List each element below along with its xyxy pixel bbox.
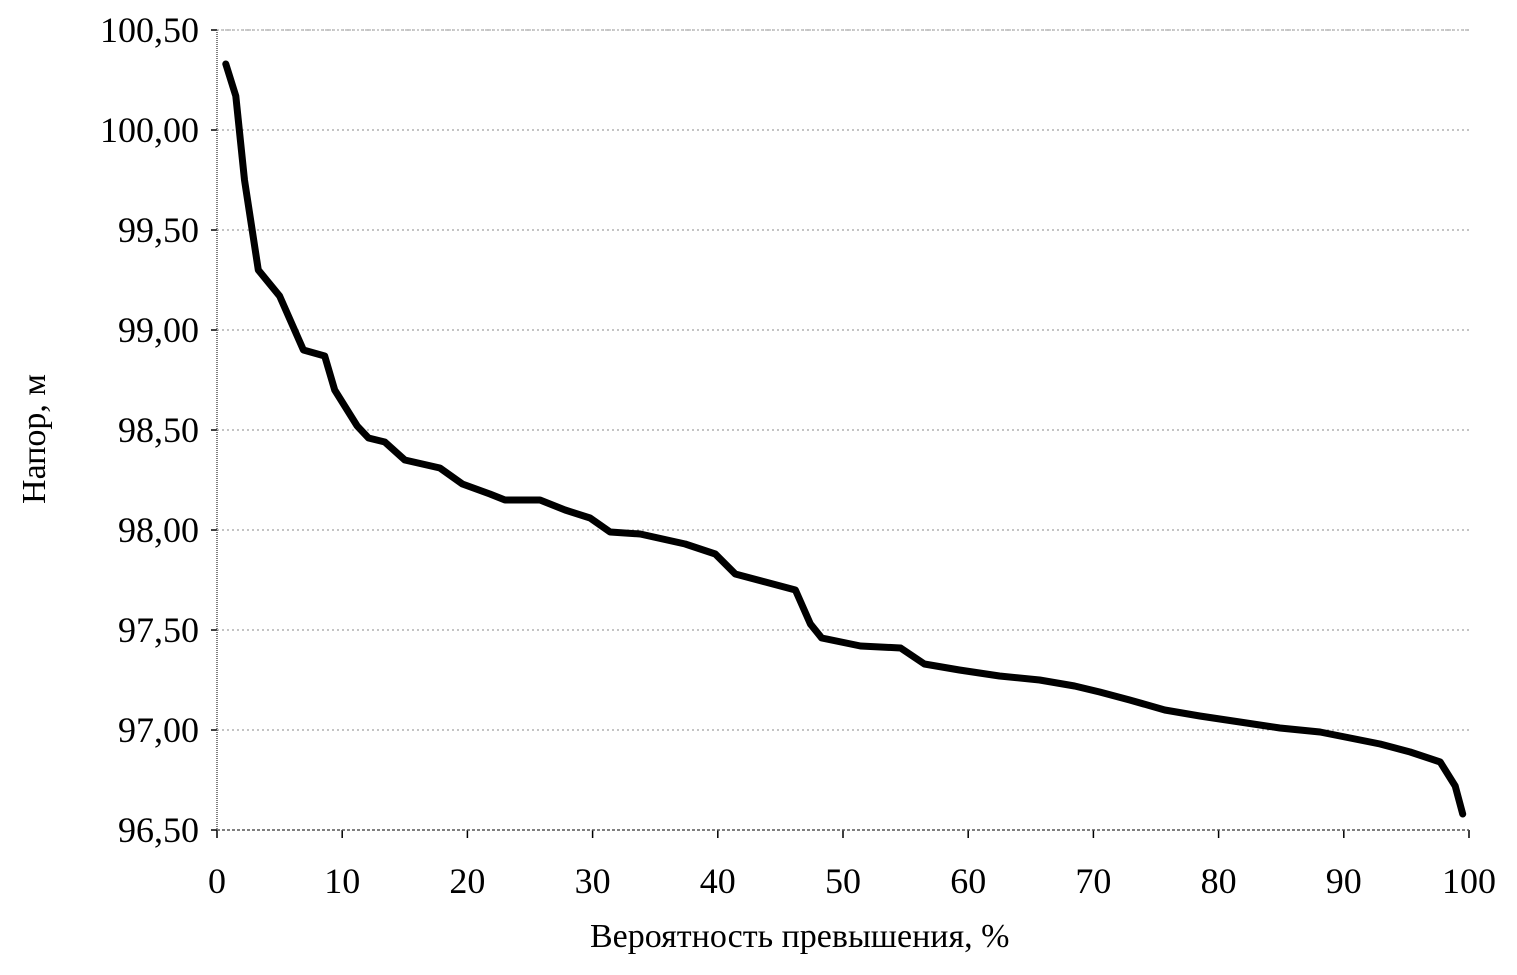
y-tick-label: 98,50 — [118, 410, 199, 450]
y-tick-label: 96,50 — [118, 810, 199, 850]
axes — [211, 29, 1470, 838]
series-line — [222, 60, 1467, 818]
y-tick-label: 98,00 — [118, 510, 199, 550]
x-tick-label: 100 — [1442, 861, 1496, 901]
x-tick-label: 40 — [700, 861, 736, 901]
x-tick-label: 0 — [208, 861, 226, 901]
x-tick-labels: 0 10 20 30 40 50 60 70 80 90 100 — [208, 861, 1496, 901]
x-tick-label: 10 — [324, 861, 360, 901]
y-tick-label: 100,00 — [100, 110, 199, 150]
grid-lines — [217, 29, 1469, 731]
x-tick-label: 30 — [575, 861, 611, 901]
x-tick-label: 60 — [950, 861, 986, 901]
y-tick-label: 97,00 — [118, 710, 199, 750]
x-tick-label: 90 — [1326, 861, 1362, 901]
y-tick-label: 99,00 — [118, 310, 199, 350]
y-tick-label: 99,50 — [118, 210, 199, 250]
x-tick-label: 20 — [449, 861, 485, 901]
y-axis-label: Напор, м — [16, 374, 53, 504]
x-tick-label: 70 — [1075, 861, 1111, 901]
x-tick-label: 50 — [825, 861, 861, 901]
x-tick-label: 80 — [1201, 861, 1237, 901]
y-tick-label: 97,50 — [118, 610, 199, 650]
y-tick-label: 100,50 — [100, 10, 199, 50]
x-axis-label: Вероятность превышения, % — [590, 918, 1010, 955]
y-tick-labels: 96,50 97,00 97,50 98,00 98,50 99,00 99,50 100,0… — [100, 10, 199, 850]
